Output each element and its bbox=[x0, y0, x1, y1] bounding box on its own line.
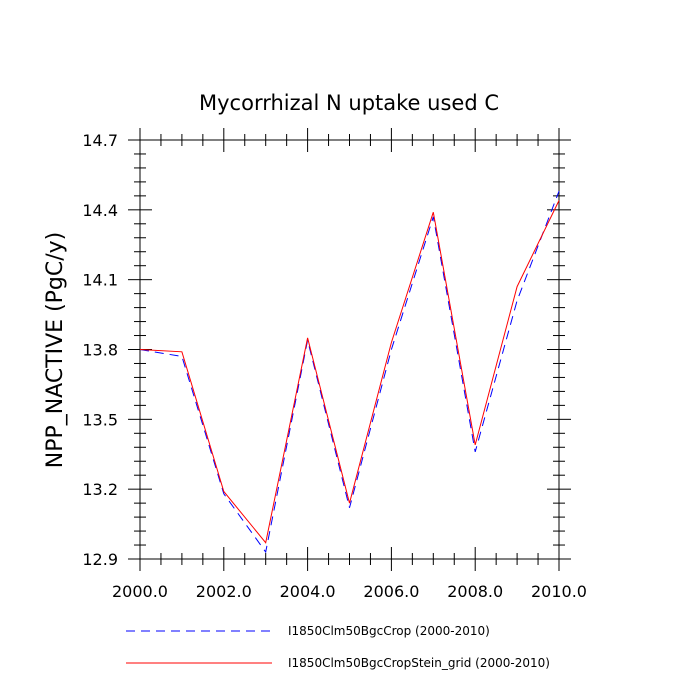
series-line-1 bbox=[139, 191, 560, 554]
series-lines bbox=[139, 191, 560, 554]
x-tick-label: 2008.0 bbox=[447, 582, 503, 601]
y-tick-label: 13.2 bbox=[82, 480, 118, 499]
x-tick-label: 2006.0 bbox=[363, 582, 419, 601]
legend: I1850Clm50BgcCrop (2000-2010) I1850Clm50B… bbox=[126, 624, 550, 670]
y-tick-label: 14.4 bbox=[82, 201, 118, 220]
y-tick-label: 12.9 bbox=[82, 550, 118, 569]
chart-title: Mycorrhizal N uptake used C bbox=[199, 91, 499, 115]
x-tick-label: 2004.0 bbox=[280, 582, 336, 601]
series-line-2 bbox=[139, 200, 560, 544]
axis-ticks bbox=[128, 128, 571, 571]
plot-frame bbox=[139, 139, 560, 560]
y-tick-label: 14.1 bbox=[82, 271, 118, 290]
y-tick-label: 14.7 bbox=[82, 131, 118, 150]
x-tick-label: 2010.0 bbox=[531, 582, 587, 601]
y-tick-label: 13.8 bbox=[82, 341, 118, 360]
legend-label-2: I1850Clm50BgcCropStein_grid (2000-2010) bbox=[288, 656, 550, 670]
y-tick-label: 13.5 bbox=[82, 410, 118, 429]
legend-label-1: I1850Clm50BgcCrop (2000-2010) bbox=[288, 624, 490, 638]
tick-labels: 2000.0 2002.0 2004.0 2006.0 2008.0 2010.0 12.9… bbox=[82, 131, 587, 601]
x-tick-label: 2000.0 bbox=[112, 582, 168, 601]
x-tick-label: 2002.0 bbox=[196, 582, 252, 601]
y-axis-label: NPP_NACTIVE (PgC/y) bbox=[43, 232, 68, 469]
